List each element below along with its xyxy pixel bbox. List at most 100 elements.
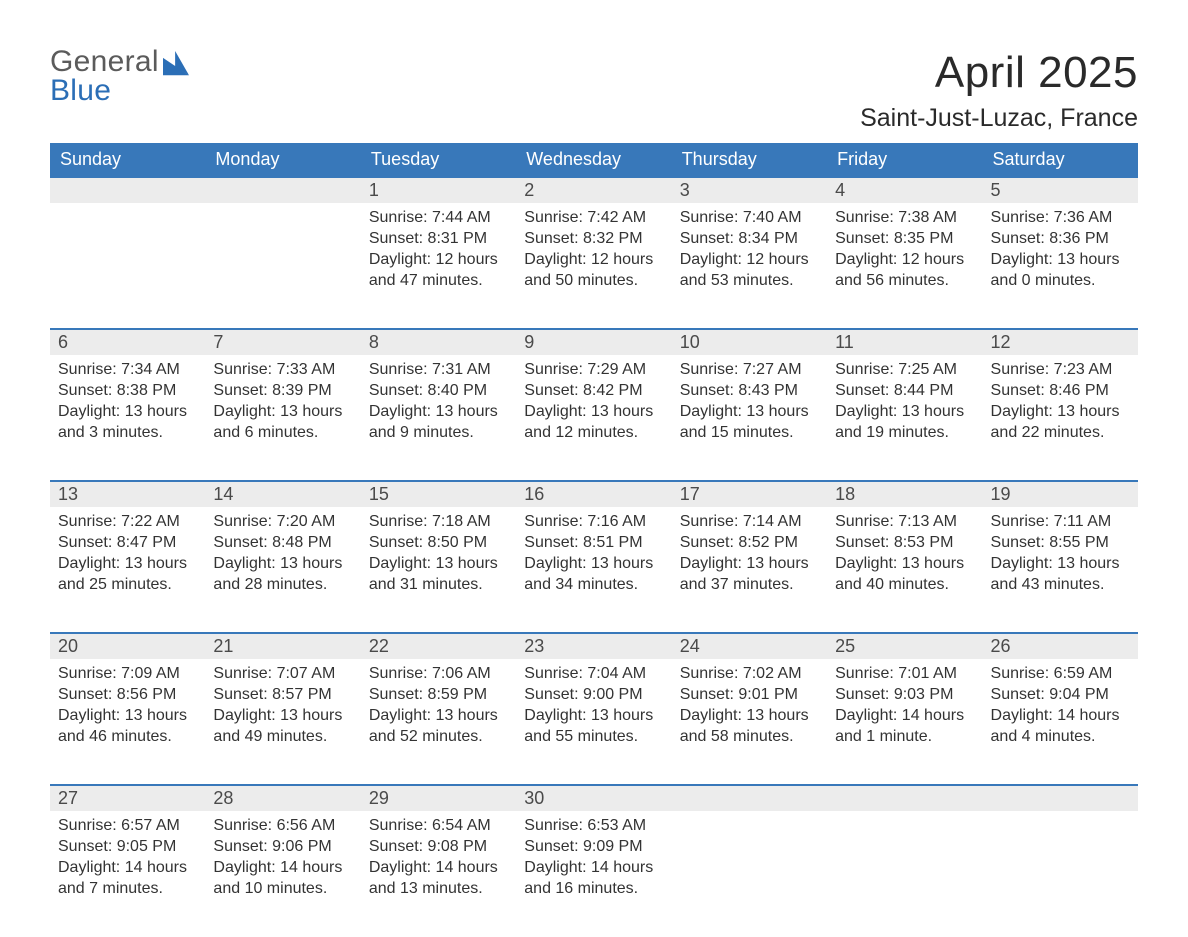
sunset-line: Sunset: 8:32 PM bbox=[524, 230, 642, 247]
sunset-line: Sunset: 9:06 PM bbox=[213, 838, 331, 855]
daylight-line: Daylight: 13 hours and 58 minutes. bbox=[680, 707, 809, 745]
day-number: 14 bbox=[205, 481, 360, 507]
sunrise-line: Sunrise: 7:06 AM bbox=[369, 665, 491, 682]
sunrise-line: Sunrise: 6:57 AM bbox=[58, 817, 180, 834]
sunrise-line: Sunrise: 6:59 AM bbox=[991, 665, 1113, 682]
sunset-line: Sunset: 8:57 PM bbox=[213, 686, 331, 703]
day-detail: Sunrise: 7:23 AMSunset: 8:46 PMDaylight:… bbox=[983, 355, 1138, 481]
day-number: 17 bbox=[672, 481, 827, 507]
day-detail: Sunrise: 7:42 AMSunset: 8:32 PMDaylight:… bbox=[516, 203, 671, 329]
day-number: 18 bbox=[827, 481, 982, 507]
week-daynum-row: 27282930 bbox=[50, 785, 1138, 811]
day-detail: Sunrise: 7:36 AM Sunset: 8:36 PM Daylight:… bbox=[983, 203, 1138, 329]
empty-cell bbox=[983, 785, 1138, 811]
weekday-header: Tuesday bbox=[361, 143, 516, 177]
day-number: 10 bbox=[672, 329, 827, 355]
day-detail: Sunrise: 7:06 AM Sunset: 8:59 PM Daylight:… bbox=[361, 659, 516, 785]
sunrise-line: Sunrise: 7:29 AM bbox=[524, 361, 646, 378]
day-number: 1 bbox=[361, 177, 516, 203]
sunrise-line: Sunrise: 7:14 AM bbox=[680, 513, 802, 530]
daylight-line: Daylight: 13 hours and 55 minutes. bbox=[524, 707, 653, 745]
daylight-line: Daylight: 13 hours and 40 minutes. bbox=[835, 555, 964, 593]
day-detail: Sunrise: 7:25 AMSunset: 8:44 PMDaylight:… bbox=[827, 355, 982, 481]
day-detail: Sunrise: 7:31 AMSunset: 8:40 PMDaylight:… bbox=[361, 355, 516, 481]
daylight-line: Daylight: 13 hours and 22 minutes. bbox=[991, 403, 1120, 441]
day-number: 6 bbox=[50, 329, 205, 355]
daylight-line: Daylight: 13 hours and 52 minutes. bbox=[369, 707, 498, 745]
sunset-line: Sunset: 9:01 PM bbox=[680, 686, 798, 703]
sunset-line: Sunset: 8:40 PM bbox=[369, 382, 487, 399]
sunrise-line: Sunrise: 7:40 AM bbox=[680, 209, 802, 226]
empty-cell bbox=[50, 203, 205, 329]
calendar-table: SundayMondayTuesdayWednesdayThursdayFrid… bbox=[50, 143, 1138, 937]
day-detail: Sunrise: 7:44 AMSunset: 8:31 PMDaylight:… bbox=[361, 203, 516, 329]
brand-line2: Blue bbox=[50, 77, 159, 106]
daylight-line: Daylight: 13 hours and 34 minutes. bbox=[524, 555, 653, 593]
week-detail-row: Sunrise: 6:57 AMSunset: 9:05 PMDaylight:… bbox=[50, 811, 1138, 937]
sunset-line: Sunset: 8:47 PM bbox=[58, 534, 176, 551]
day-number: 13 bbox=[50, 481, 205, 507]
day-number: 26 bbox=[983, 633, 1138, 659]
sunset-line: Sunset: 8:36 PM bbox=[991, 230, 1109, 247]
day-number: 24 bbox=[672, 633, 827, 659]
sunset-line: Sunset: 8:31 PM bbox=[369, 230, 487, 247]
daylight-line: Daylight: 13 hours and 49 minutes. bbox=[213, 707, 342, 745]
day-number: 22 bbox=[361, 633, 516, 659]
day-detail: Sunrise: 7:13 AM Sunset: 8:53 PM Daylight:… bbox=[827, 507, 982, 633]
sunset-line: Sunset: 8:55 PM bbox=[991, 534, 1109, 551]
sunrise-line: Sunrise: 7:23 AM bbox=[991, 361, 1113, 378]
week-detail-row: Sunrise: 7:34 AMSunset: 8:38 PMDaylight:… bbox=[50, 355, 1138, 481]
day-number: 4 bbox=[827, 177, 982, 203]
daylight-line: Daylight: 13 hours and 28 minutes. bbox=[213, 555, 342, 593]
day-number: 8 bbox=[361, 329, 516, 355]
brand-mark-icon bbox=[163, 51, 189, 77]
sunrise-line: Sunrise: 7:36 AM bbox=[991, 209, 1113, 226]
weekday-header: Wednesday bbox=[516, 143, 671, 177]
daylight-line: Daylight: 14 hours and 13 minutes. bbox=[369, 859, 498, 897]
weekday-header-row: SundayMondayTuesdayWednesdayThursdayFrid… bbox=[50, 143, 1138, 177]
day-number: 28 bbox=[205, 785, 360, 811]
daylight-line: Daylight: 14 hours and 10 minutes. bbox=[213, 859, 342, 897]
week-daynum-row: 13141516171819 bbox=[50, 481, 1138, 507]
sunset-line: Sunset: 8:53 PM bbox=[835, 534, 953, 551]
daylight-line: Daylight: 12 hours and 56 minutes. bbox=[835, 251, 964, 289]
day-number: 15 bbox=[361, 481, 516, 507]
weekday-header: Monday bbox=[205, 143, 360, 177]
sunset-line: Sunset: 9:09 PM bbox=[524, 838, 642, 855]
location-label: Saint-Just-Luzac, France bbox=[860, 104, 1138, 133]
sunrise-line: Sunrise: 7:31 AM bbox=[369, 361, 491, 378]
sunrise-line: Sunrise: 6:54 AM bbox=[369, 817, 491, 834]
daylight-line: Daylight: 13 hours and 31 minutes. bbox=[369, 555, 498, 593]
day-detail: Sunrise: 7:07 AMSunset: 8:57 PMDaylight:… bbox=[205, 659, 360, 785]
weekday-header: Sunday bbox=[50, 143, 205, 177]
week-detail-row: Sunrise: 7:22 AMSunset: 8:47 PMDaylight:… bbox=[50, 507, 1138, 633]
day-detail: Sunrise: 7:27 AMSunset: 8:43 PMDaylight:… bbox=[672, 355, 827, 481]
brand-line1: General bbox=[50, 48, 159, 77]
day-detail: Sunrise: 7:33 AMSunset: 8:39 PMDaylight:… bbox=[205, 355, 360, 481]
day-number: 16 bbox=[516, 481, 671, 507]
sunrise-line: Sunrise: 7:38 AM bbox=[835, 209, 957, 226]
day-number: 27 bbox=[50, 785, 205, 811]
day-number: 2 bbox=[516, 177, 671, 203]
sunset-line: Sunset: 8:34 PM bbox=[680, 230, 798, 247]
day-number: 12 bbox=[983, 329, 1138, 355]
daylight-line: Daylight: 13 hours and 37 minutes. bbox=[680, 555, 809, 593]
empty-cell bbox=[205, 177, 360, 203]
empty-cell bbox=[205, 203, 360, 329]
day-number: 21 bbox=[205, 633, 360, 659]
week-daynum-row: 6789101112 bbox=[50, 329, 1138, 355]
sunset-line: Sunset: 8:51 PM bbox=[524, 534, 642, 551]
sunrise-line: Sunrise: 7:16 AM bbox=[524, 513, 646, 530]
sunrise-line: Sunrise: 6:53 AM bbox=[524, 817, 646, 834]
sunset-line: Sunset: 8:59 PM bbox=[369, 686, 487, 703]
day-detail: Sunrise: 7:40 AMSunset: 8:34 PMDaylight:… bbox=[672, 203, 827, 329]
sunrise-line: Sunrise: 7:13 AM bbox=[835, 513, 957, 530]
day-number: 30 bbox=[516, 785, 671, 811]
day-detail: Sunrise: 6:53 AMSunset: 9:09 PMDaylight:… bbox=[516, 811, 671, 937]
day-detail: Sunrise: 7:22 AMSunset: 8:47 PMDaylight:… bbox=[50, 507, 205, 633]
daylight-line: Daylight: 13 hours and 0 minutes. bbox=[991, 251, 1120, 289]
weekday-header: Thursday bbox=[672, 143, 827, 177]
day-detail: Sunrise: 7:04 AMSunset: 9:00 PMDaylight:… bbox=[516, 659, 671, 785]
sunrise-line: Sunrise: 7:04 AM bbox=[524, 665, 646, 682]
empty-cell bbox=[672, 811, 827, 937]
